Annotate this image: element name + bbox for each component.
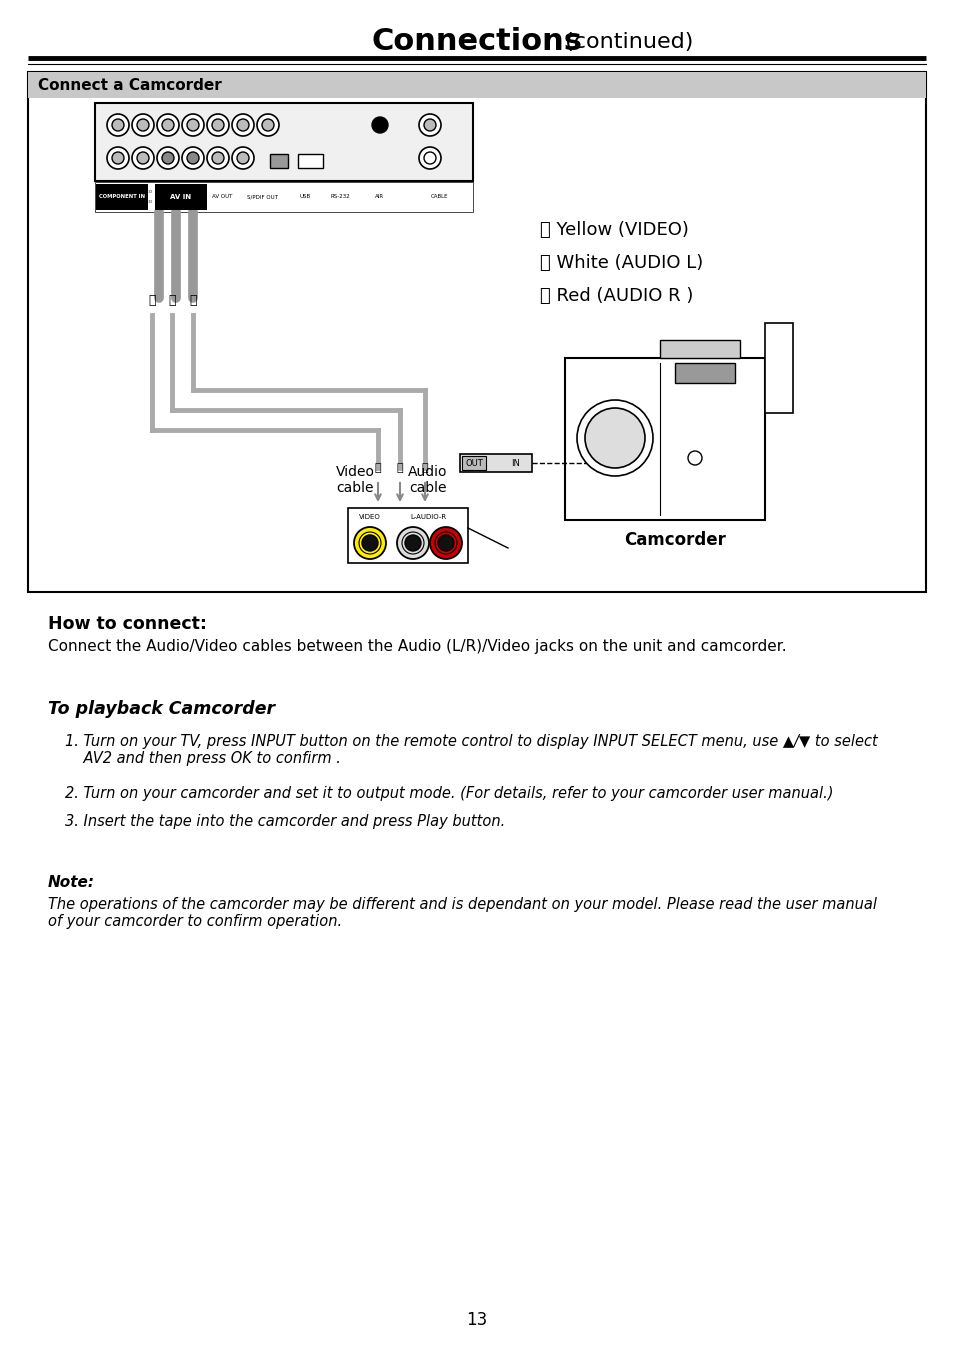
Text: 1. Turn on your TV, press INPUT button on the remote control to display INPUT SE: 1. Turn on your TV, press INPUT button o…: [65, 734, 877, 767]
Circle shape: [610, 433, 618, 441]
Text: ⓩ: ⓩ: [396, 463, 403, 472]
Text: 2. Turn on your camcorder and set it to output mode. (For details, refer to your: 2. Turn on your camcorder and set it to …: [65, 786, 833, 801]
Circle shape: [262, 119, 274, 131]
Text: IN: IN: [511, 459, 520, 467]
Text: R-AUDIO-L  1: R-AUDIO-L 1: [111, 200, 139, 204]
Text: (continued): (continued): [558, 32, 693, 53]
Text: AV OUT: AV OUT: [212, 194, 232, 200]
Circle shape: [418, 113, 440, 136]
Text: Connect a Camcorder: Connect a Camcorder: [38, 77, 221, 93]
Text: RS-232: RS-232: [330, 194, 350, 200]
Text: OUT: OUT: [465, 459, 482, 467]
Text: ⓨ: ⓨ: [148, 293, 155, 306]
Text: Camcorder: Camcorder: [623, 531, 725, 549]
Bar: [297, 154, 323, 167]
Circle shape: [157, 113, 179, 136]
Text: Ⓡ Red (AUDIO R ): Ⓡ Red (AUDIO R ): [539, 288, 693, 305]
Circle shape: [584, 408, 644, 468]
Text: VIDEO   L-AUDIO-R 1: VIDEO L-AUDIO-R 1: [139, 200, 181, 204]
Bar: [564, 358, 764, 520]
Bar: [28, 72, 925, 593]
Circle shape: [212, 119, 224, 131]
Text: 13: 13: [466, 1311, 487, 1328]
Circle shape: [132, 147, 153, 169]
Bar: [348, 508, 468, 563]
Circle shape: [430, 526, 461, 559]
Circle shape: [107, 147, 129, 169]
Bar: [95, 182, 473, 212]
Circle shape: [372, 117, 388, 134]
Circle shape: [577, 400, 652, 477]
Circle shape: [187, 153, 199, 163]
Text: R-AUDIO-L  2: R-AUDIO-L 2: [111, 190, 139, 194]
Text: L-AUDIO-R: L-AUDIO-R: [410, 514, 446, 520]
Bar: [764, 323, 792, 413]
Bar: [270, 154, 288, 167]
Circle shape: [162, 119, 173, 131]
Circle shape: [162, 153, 173, 163]
Text: To playback Camcorder: To playback Camcorder: [48, 701, 274, 718]
Text: VIDEO: VIDEO: [358, 514, 380, 520]
Circle shape: [418, 147, 440, 169]
Circle shape: [354, 526, 386, 559]
Circle shape: [236, 153, 249, 163]
Text: ⓩ: ⓩ: [168, 293, 175, 306]
Circle shape: [604, 428, 624, 448]
Text: The operations of the camcorder may be different and is dependant on your model.: The operations of the camcorder may be d…: [48, 896, 876, 929]
Circle shape: [207, 113, 229, 136]
Bar: [95, 103, 473, 181]
Text: Ⓡ: Ⓡ: [189, 293, 196, 306]
Circle shape: [256, 113, 278, 136]
Text: Video
cable: Video cable: [335, 464, 375, 495]
Circle shape: [187, 119, 199, 131]
Text: AIR: AIR: [375, 194, 384, 200]
Circle shape: [423, 153, 436, 163]
Circle shape: [182, 113, 204, 136]
Circle shape: [137, 153, 149, 163]
Text: How to connect:: How to connect:: [48, 616, 207, 633]
Circle shape: [595, 418, 635, 458]
Text: Audio
cable: Audio cable: [408, 464, 447, 495]
Circle shape: [137, 119, 149, 131]
Circle shape: [107, 113, 129, 136]
Circle shape: [207, 147, 229, 169]
Text: Note:: Note:: [48, 875, 95, 890]
Text: AV IN: AV IN: [171, 194, 192, 200]
Text: Ⓡ: Ⓡ: [421, 463, 428, 472]
Circle shape: [232, 147, 253, 169]
Text: Connections: Connections: [371, 27, 582, 57]
Bar: [459, 454, 532, 472]
Bar: [96, 184, 148, 211]
Text: USB: USB: [299, 194, 311, 200]
Bar: [28, 72, 925, 99]
Text: ⓩ White (AUDIO L): ⓩ White (AUDIO L): [539, 254, 702, 271]
Text: Connect the Audio/Video cables between the Audio (L/R)/Video jacks on the unit a: Connect the Audio/Video cables between t…: [48, 639, 786, 653]
Text: S/PDIF OUT: S/PDIF OUT: [246, 194, 277, 200]
Circle shape: [232, 113, 253, 136]
Text: VIDEO   L-AUDIO-R 2: VIDEO L-AUDIO-R 2: [139, 190, 181, 194]
Circle shape: [437, 535, 454, 551]
Bar: [675, 363, 734, 383]
Circle shape: [361, 535, 377, 551]
Text: ⓨ Yellow (VIDEO): ⓨ Yellow (VIDEO): [539, 221, 688, 239]
Text: COMPONENT IN: COMPONENT IN: [99, 194, 145, 200]
Bar: [154, 184, 207, 211]
Circle shape: [236, 119, 249, 131]
Circle shape: [396, 526, 429, 559]
Circle shape: [132, 113, 153, 136]
Circle shape: [423, 119, 436, 131]
Circle shape: [112, 153, 124, 163]
Circle shape: [212, 153, 224, 163]
Circle shape: [157, 147, 179, 169]
Bar: [659, 340, 740, 358]
Bar: [461, 456, 485, 470]
Circle shape: [687, 451, 701, 464]
Text: CABLE: CABLE: [431, 194, 448, 200]
Text: 3. Insert the tape into the camcorder and press Play button.: 3. Insert the tape into the camcorder an…: [65, 814, 505, 829]
Circle shape: [405, 535, 420, 551]
Text: ⓨ: ⓨ: [375, 463, 381, 472]
Circle shape: [112, 119, 124, 131]
Circle shape: [182, 147, 204, 169]
